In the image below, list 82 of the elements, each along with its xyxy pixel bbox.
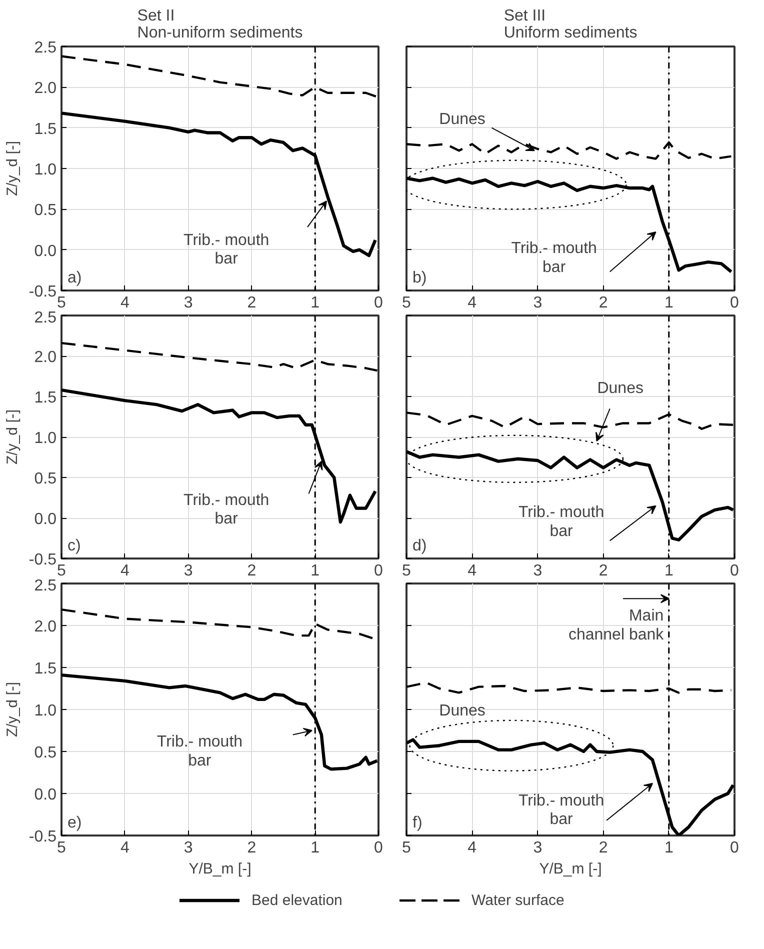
x-tick-label: 5 xyxy=(402,840,412,856)
x-tick-label: 3 xyxy=(184,294,193,312)
y-tick-label: -0.5 xyxy=(28,552,57,568)
x-tick-label: 5 xyxy=(402,294,412,312)
annotation: b) xyxy=(412,270,427,286)
x-tick-label: 0 xyxy=(730,840,740,856)
x-tick-label: 0 xyxy=(374,294,384,312)
annotation: Trib.- mouth bar xyxy=(518,504,604,540)
x-axis-title: Y/B_m [-] xyxy=(188,860,252,878)
x-tick-label: 1 xyxy=(310,294,320,312)
x-tick-label: 0 xyxy=(374,562,384,580)
x-tick-label: 2 xyxy=(598,562,608,580)
y-tick-label: 0.5 xyxy=(34,470,57,488)
x-tick-label: 4 xyxy=(120,294,130,312)
x-tick-label: 1 xyxy=(310,840,320,856)
annotation: c) xyxy=(68,538,81,554)
y-tick-label: 1.0 xyxy=(34,162,57,178)
annotation: d) xyxy=(412,538,427,554)
annotation: Trib.- mouth bar xyxy=(156,734,243,770)
y-tick-label: 2.5 xyxy=(34,578,57,594)
x-tick-label: 5 xyxy=(57,294,66,312)
chart-title: Set III Uniform sediments xyxy=(504,8,638,42)
y-tick-label: 0.5 xyxy=(34,744,57,762)
x-tick-label: 4 xyxy=(120,562,130,580)
x-tick-label: 3 xyxy=(184,562,193,580)
chart-title: Set II Non-uniform sediments xyxy=(137,8,303,42)
annotation: Dunes xyxy=(439,702,486,720)
x-tick-label: 0 xyxy=(730,294,740,312)
x-tick-label: 2 xyxy=(247,562,256,580)
x-tick-label: 2 xyxy=(598,840,608,856)
x-tick-label: 5 xyxy=(57,840,66,856)
y-tick-label: 2.0 xyxy=(34,349,57,366)
y-tick-label: 1.0 xyxy=(34,702,57,720)
x-axis-title: Y/B_m [-] xyxy=(539,860,602,878)
y-tick-label: 2.5 xyxy=(34,40,57,56)
annotation: a) xyxy=(68,270,82,286)
x-tick-label: 2 xyxy=(247,294,256,312)
annotation: Dunes xyxy=(597,380,644,397)
legend-label: Water surface xyxy=(472,892,564,909)
x-tick-label: 1 xyxy=(664,294,674,312)
x-tick-label: 1 xyxy=(664,562,674,580)
x-tick-label: 0 xyxy=(374,840,384,856)
x-tick-label: 1 xyxy=(664,840,674,856)
annotation: Trib.- mouth bar xyxy=(518,792,604,828)
x-tick-label: 5 xyxy=(402,562,412,580)
annotation: Trib.- mouth bar xyxy=(184,232,270,268)
y-tick-label: 0.5 xyxy=(34,202,57,220)
legend-label: Bed elevation xyxy=(252,892,342,909)
x-tick-label: 3 xyxy=(533,840,542,856)
x-tick-label: 3 xyxy=(533,294,542,312)
y-tick-label: 1.0 xyxy=(34,430,57,447)
y-tick-label: 2.5 xyxy=(34,310,57,326)
x-tick-label: 1 xyxy=(310,562,320,580)
annotation: e) xyxy=(68,814,82,832)
y-tick-label: 0.0 xyxy=(34,511,57,528)
y-axis-title: Z/y_d [-] xyxy=(4,409,21,465)
y-tick-label: 2.0 xyxy=(34,80,57,98)
y-tick-label: 0.0 xyxy=(34,242,57,260)
x-tick-label: 2 xyxy=(598,294,608,312)
x-tick-label: 3 xyxy=(184,840,193,856)
annotation: Dunes xyxy=(439,111,486,128)
y-tick-label: 1.5 xyxy=(34,390,57,406)
x-tick-label: 2 xyxy=(247,840,256,856)
y-tick-label: 1.5 xyxy=(34,120,57,138)
y-tick-label: 2.0 xyxy=(34,618,57,636)
x-tick-label: 5 xyxy=(57,562,66,580)
annotation: f) xyxy=(412,814,422,832)
x-tick-label: 4 xyxy=(468,294,477,312)
annotation: Trib.- mouth bar xyxy=(184,492,270,528)
y-tick-label: -0.5 xyxy=(28,284,57,300)
y-axis-title: Z/y_d [-] xyxy=(4,140,21,196)
x-tick-label: 4 xyxy=(120,840,130,856)
annotation: Trib.- mouth bar xyxy=(511,240,597,276)
y-axis-title: Z/y_d [-] xyxy=(4,682,21,738)
x-tick-label: 0 xyxy=(730,562,740,580)
y-tick-label: 0.0 xyxy=(34,786,57,804)
x-tick-label: 4 xyxy=(468,562,477,580)
x-tick-label: 4 xyxy=(468,840,477,856)
y-tick-label: 1.5 xyxy=(34,660,57,678)
y-tick-label: -0.5 xyxy=(28,828,57,846)
x-tick-label: 3 xyxy=(533,562,542,580)
ref-line-label: Main channel bank xyxy=(568,608,665,644)
